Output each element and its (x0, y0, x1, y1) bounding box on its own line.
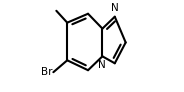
Text: N: N (98, 60, 105, 70)
Text: Br: Br (41, 67, 52, 77)
Text: N: N (111, 3, 119, 13)
